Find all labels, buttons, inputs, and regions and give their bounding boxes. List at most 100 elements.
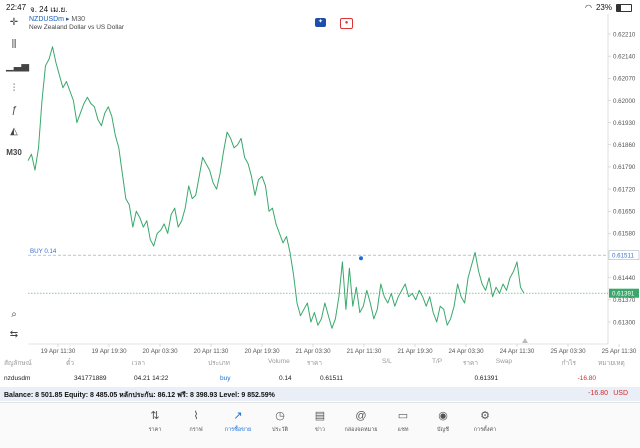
crosshair-icon[interactable]: ✛ [9,17,19,28]
tab-label: บัญชี [437,427,449,433]
total-profit: -16.80 [588,390,608,397]
x-tick-label: 21 Apr 11:30 [347,348,382,355]
col-header-open_price: ราคา [306,360,322,367]
scroll-icon[interactable]: ⇆ [9,329,19,340]
symbol-description: New Zealand Dollar vs US Dollar [29,24,125,31]
status-date: จ. 24 เม.ย. [30,5,68,14]
x-tick-label: 25 Apr 11:30 [602,348,637,355]
zoom-icon[interactable]: ⌕ [11,309,17,320]
tab-label: การซื้อขาย [224,427,252,433]
y-tick-label: 0.61790 [613,164,636,171]
y-tick-label: 0.61930 [613,120,636,127]
tab-label: ประวัติ [271,427,289,433]
tab-news[interactable]: ▤ ข่าว [300,409,340,434]
symbol-name: NZDUSDm [29,16,64,23]
price-chart[interactable]: 0.62210 0.62140 0.62070 0.62000 0.61930 0.618… [0,0,640,360]
chart-end-marker [522,338,528,343]
col-header-type: ประเภท [208,360,230,367]
price-series-line [27,46,525,329]
cell-symbol: nzdusdm [4,375,31,382]
y-tick-label: 0.62070 [613,76,636,83]
trade-icon: ↗ [233,410,243,422]
positions-header: สัญลักษณ์ ตั๋ว เวลา ประเภท Volume ราคา S/L T/P ร… [0,356,640,368]
tab-settings[interactable]: ⚙ การตั้งค่า [465,409,505,434]
cell-type: buy [220,375,231,382]
x-tick-label: 21 Apr 03:30 [295,348,331,355]
entry-marker [359,256,363,261]
quotes-icon: ⇅ [150,410,160,422]
indicators-icon[interactable]: ⫶ [12,83,16,94]
x-tick-label: 19 Apr 19:30 [91,348,127,355]
tab-trade[interactable]: ↗ การซื้อขาย [218,409,258,434]
col-header-symbol: สัญลักษณ์ [4,360,32,367]
y-tick-label: 0.62210 [613,31,636,38]
col-header-tp: T/P [432,358,443,365]
settings-icon: ⚙ [480,410,490,422]
y-tick-label: 0.61370 [613,297,636,304]
table-row[interactable]: nzdusdm 341771889 04.21 14:22 buy 0.14 0.6151… [0,373,640,385]
tab-mailbox[interactable]: @ กล่องจดหมาย [341,409,381,434]
candles-icon[interactable]: ⫼ [11,39,17,50]
cell-volume: 0.14 [279,375,292,382]
symbol-arrow: ▸ [65,16,70,23]
y-tick-label: 0.61720 [613,186,636,193]
battery-percent: 23% [595,3,612,12]
col-header-profit: กำไร [561,360,576,367]
cell-time: 04.21 14:22 [134,375,169,382]
col-header-sl: S/L [382,358,392,365]
col-header-swap: Swap [495,358,512,365]
status-time: 22:47 [6,3,27,12]
objects-icon[interactable]: ◭ [10,126,18,137]
tab-history[interactable]: ◷ ประวัติ [260,409,300,434]
history-icon: ◷ [275,410,285,422]
tab-chat[interactable]: ▭ แชท [383,409,423,434]
chart-toolbar: ✛ ⫼ ▁▃▅ ⫶ ƒ ◭ M30 ⌕ ⇆ [0,14,30,344]
x-tick-label: 19 Apr 11:30 [41,348,76,355]
symbol-timeframe: M30 [71,16,86,23]
tab-label: ข่าว [315,427,325,433]
status-bar: 22:47 จ. 24 เม.ย. ◠ 23% [0,0,640,14]
buy-price-tag [608,250,640,260]
y-tick-label: 0.61440 [613,275,636,282]
battery-icon [616,3,632,12]
x-tick-label: 24 Apr 03:30 [448,348,484,355]
current-price-label: 0.61391 [612,291,635,298]
cell-ticket: 341771889 [74,375,107,382]
tab-account[interactable]: ◉ บัญชี [423,409,463,434]
symbol-title[interactable]: NZDUSDm ▸ M30 [29,15,85,23]
flag-us-icon: ● [340,18,353,29]
cell-profit: -16.80 [577,375,596,382]
tab-label: แชท [397,427,409,433]
x-tick-label: 20 Apr 19:30 [244,348,280,355]
flag-nz-icon: ✦ [315,18,326,27]
tab-label: กราฟ [189,427,203,433]
tab-label: กล่องจดหมาย [344,427,378,433]
col-header-ticket: ตั๋ว [66,360,74,367]
y-tick-label: 0.61300 [613,319,636,326]
tab-chart[interactable]: ⌇ กราฟ [176,409,216,434]
status-right: ◠ 23% [585,3,632,12]
y-tick-label: 0.61860 [613,142,636,149]
function-icon[interactable]: ƒ [11,105,17,116]
account-icon: ◉ [438,410,448,422]
currency: USD [613,390,628,397]
x-tick-label: 24 Apr 11:30 [500,348,535,355]
balance-bar: Balance: 8 501.85 Equity: 8 485.05 หลักป… [0,387,640,401]
x-tick-label: 21 Apr 19:30 [397,348,433,355]
bars-icon[interactable]: ▁▃▅ [6,61,30,72]
chart-icon: ⌇ [193,410,199,422]
wifi-icon: ◠ [585,3,592,12]
y-tick-label: 0.61580 [613,231,636,238]
tab-quotes[interactable]: ⇅ ราคา [135,409,175,434]
current-price-tag [609,288,639,298]
col-header-volume: Volume [268,358,290,365]
x-tick-label: 25 Apr 03:30 [550,348,586,355]
tab-label: ราคา [148,427,162,433]
mailbox-icon: @ [355,410,367,422]
timeframe-button[interactable]: M30 [6,148,22,157]
balance-text: Balance: 8 501.85 Equity: 8 485.05 หลักป… [4,392,275,399]
buy-price-label: 0.61511 [612,253,634,260]
news-icon: ▤ [314,410,326,422]
col-header-comment: หมายเหตุ [598,360,625,367]
cell-price: 0.61391 [474,375,499,382]
